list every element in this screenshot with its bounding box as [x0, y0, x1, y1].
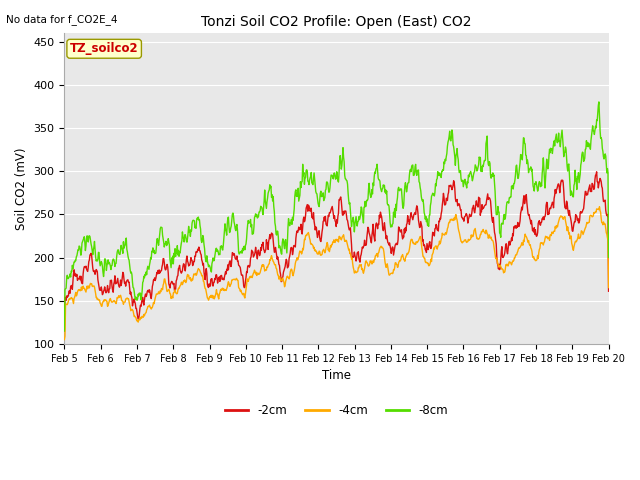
Text: No data for f_CO2E_4: No data for f_CO2E_4	[6, 14, 118, 25]
Title: Tonzi Soil CO2 Profile: Open (East) CO2: Tonzi Soil CO2 Profile: Open (East) CO2	[201, 15, 472, 29]
Text: TZ_soilco2: TZ_soilco2	[70, 42, 138, 55]
X-axis label: Time: Time	[322, 369, 351, 382]
Legend: -2cm, -4cm, -8cm: -2cm, -4cm, -8cm	[220, 399, 453, 422]
Y-axis label: Soil CO2 (mV): Soil CO2 (mV)	[15, 147, 28, 230]
